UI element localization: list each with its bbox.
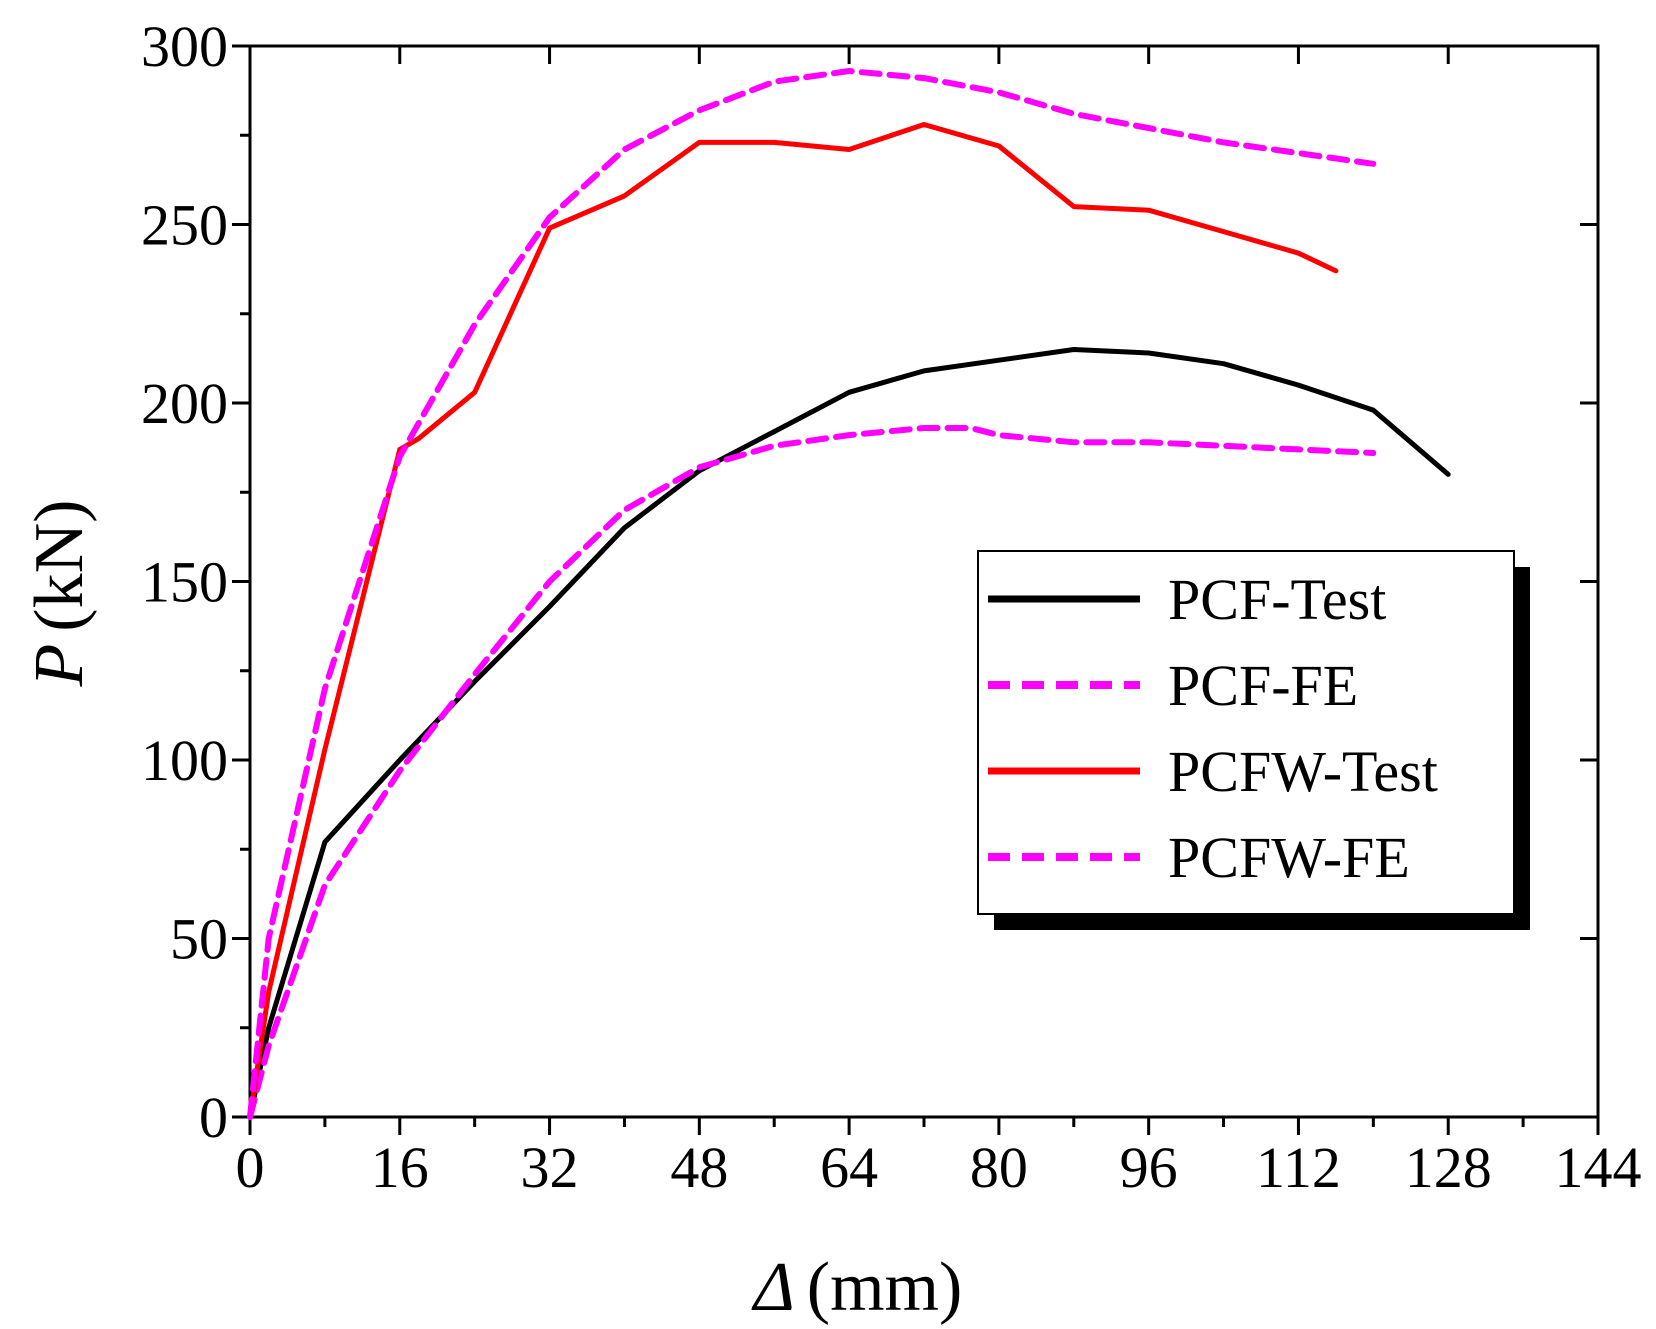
y-tick-label: 150 (141, 550, 228, 615)
legend-label-pcf-fe: PCF-FE (1168, 653, 1358, 718)
legend: PCF-Test PCF-FE PCFW-Test PCFW-FE (977, 550, 1530, 930)
y-axis-symbol: P (21, 644, 98, 688)
x-tick-label: 64 (820, 1135, 878, 1200)
legend-label-pcfw-fe: PCFW-FE (1168, 825, 1410, 890)
legend-label-pcf-test: PCF-Test (1168, 567, 1386, 632)
legend-label-pcfw-test: PCFW-Test (1168, 739, 1438, 804)
y-tick-label: 50 (170, 907, 228, 972)
y-tick-label: 0 (199, 1085, 228, 1150)
x-tick-label: 48 (670, 1135, 728, 1200)
series-group (247, 68, 1451, 1120)
y-tick-label: 200 (141, 371, 228, 436)
y-tick-label: 250 (141, 193, 228, 258)
series-line-pcf-fe (247, 425, 1377, 1120)
axis-titles: Δ (mm) P (kN) (21, 500, 962, 1326)
x-tick-label: 128 (1405, 1135, 1492, 1200)
x-tick-label: 32 (521, 1135, 579, 1200)
axes: 0 16 32 48 64 80 96 112 128 144 0 50 100 150 200 250 300 (141, 14, 1642, 1200)
series-line-pcfw-fe (247, 68, 1377, 1120)
x-tick-label: 112 (1256, 1135, 1341, 1200)
x-axis-title: Δ (mm) (751, 1249, 963, 1326)
y-tick-label: 100 (141, 728, 228, 793)
y-tick-label: 300 (141, 14, 228, 79)
x-tick-label: 144 (1555, 1135, 1642, 1200)
x-tick-label: 80 (970, 1135, 1028, 1200)
y-axis-unit: (kN) (21, 500, 98, 632)
x-tick-label: 16 (371, 1135, 429, 1200)
series-line-pcf-test (247, 347, 1451, 1120)
x-tick-label: 96 (1120, 1135, 1178, 1200)
y-axis-title: P (kN) (21, 500, 98, 688)
x-axis-unit: (mm) (807, 1249, 963, 1326)
x-tick-label: 0 (236, 1135, 265, 1200)
x-axis-symbol: Δ (751, 1249, 795, 1326)
